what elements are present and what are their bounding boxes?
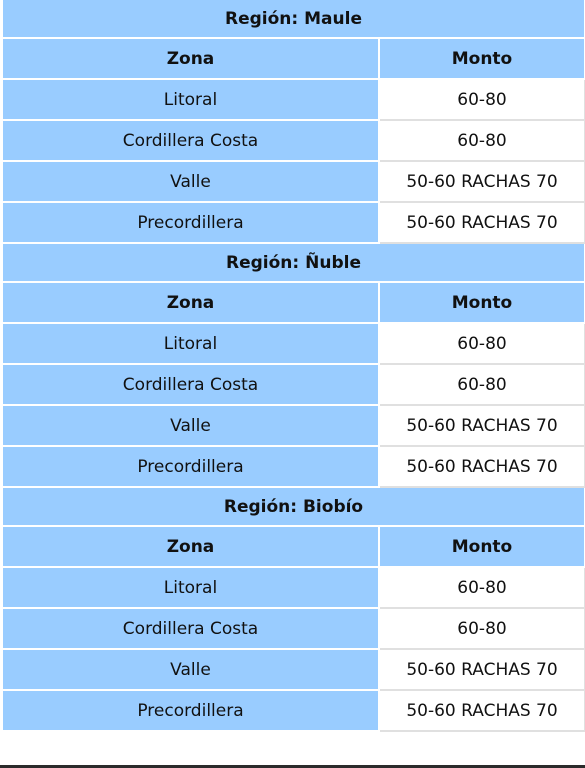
- monto-cell: 60-80: [378, 566, 585, 609]
- monto-cell: 60-80: [378, 322, 585, 365]
- region-header-row: Región: Maule: [1, 0, 585, 39]
- table-row: Precordillera 50-60 RACHAS 70: [1, 689, 585, 732]
- table-row: Litoral 60-80: [1, 322, 585, 365]
- monto-cell: 60-80: [378, 607, 585, 650]
- zona-cell: Litoral: [1, 566, 380, 609]
- zona-cell: Precordillera: [1, 201, 380, 244]
- region-header-row: Región: Ñuble: [1, 242, 585, 283]
- table-row: Valle 50-60 RACHAS 70: [1, 648, 585, 691]
- column-header-monto: Monto: [378, 525, 585, 568]
- table-row: Litoral 60-80: [1, 566, 585, 609]
- zona-cell: Valle: [1, 648, 380, 691]
- bottom-border: [0, 765, 585, 768]
- zona-cell: Precordillera: [1, 445, 380, 488]
- column-header-monto: Monto: [378, 37, 585, 80]
- region-title: Región: Ñuble: [1, 242, 585, 283]
- zona-cell: Cordillera Costa: [1, 607, 380, 650]
- monto-cell: 50-60 RACHAS 70: [378, 648, 585, 691]
- zona-cell: Litoral: [1, 78, 380, 121]
- table-row: Valle 50-60 RACHAS 70: [1, 160, 585, 203]
- column-header-monto: Monto: [378, 281, 585, 324]
- column-header-row: Zona Monto: [1, 281, 585, 324]
- table-row: Cordillera Costa 60-80: [1, 119, 585, 162]
- monto-cell: 60-80: [378, 119, 585, 162]
- zona-cell: Litoral: [1, 322, 380, 365]
- zona-cell: Valle: [1, 404, 380, 447]
- zona-cell: Valle: [1, 160, 380, 203]
- region-header-row: Región: Biobío: [1, 486, 585, 527]
- column-header-row: Zona Monto: [1, 525, 585, 568]
- zona-cell: Cordillera Costa: [1, 363, 380, 406]
- zona-cell: Precordillera: [1, 689, 380, 732]
- monto-cell: 50-60 RACHAS 70: [378, 160, 585, 203]
- table-row: Precordillera 50-60 RACHAS 70: [1, 445, 585, 488]
- table-row: Valle 50-60 RACHAS 70: [1, 404, 585, 447]
- monto-cell: 50-60 RACHAS 70: [378, 404, 585, 447]
- zona-cell: Cordillera Costa: [1, 119, 380, 162]
- table-row: Precordillera 50-60 RACHAS 70: [1, 201, 585, 244]
- monto-cell: 50-60 RACHAS 70: [378, 445, 585, 488]
- column-header-zona: Zona: [1, 37, 380, 80]
- monto-cell: 50-60 RACHAS 70: [378, 201, 585, 244]
- column-header-zona: Zona: [1, 525, 380, 568]
- table-row: Cordillera Costa 60-80: [1, 363, 585, 406]
- region-title: Región: Maule: [1, 0, 585, 39]
- table-row: Litoral 60-80: [1, 78, 585, 121]
- column-header-zona: Zona: [1, 281, 380, 324]
- column-header-row: Zona Monto: [1, 37, 585, 80]
- monto-cell: 50-60 RACHAS 70: [378, 689, 585, 732]
- wind-forecast-table: Región: Maule Zona Monto Litoral 60-80 C…: [1, 0, 585, 732]
- monto-cell: 60-80: [378, 78, 585, 121]
- monto-cell: 60-80: [378, 363, 585, 406]
- table-row: Cordillera Costa 60-80: [1, 607, 585, 650]
- region-title: Región: Biobío: [1, 486, 585, 527]
